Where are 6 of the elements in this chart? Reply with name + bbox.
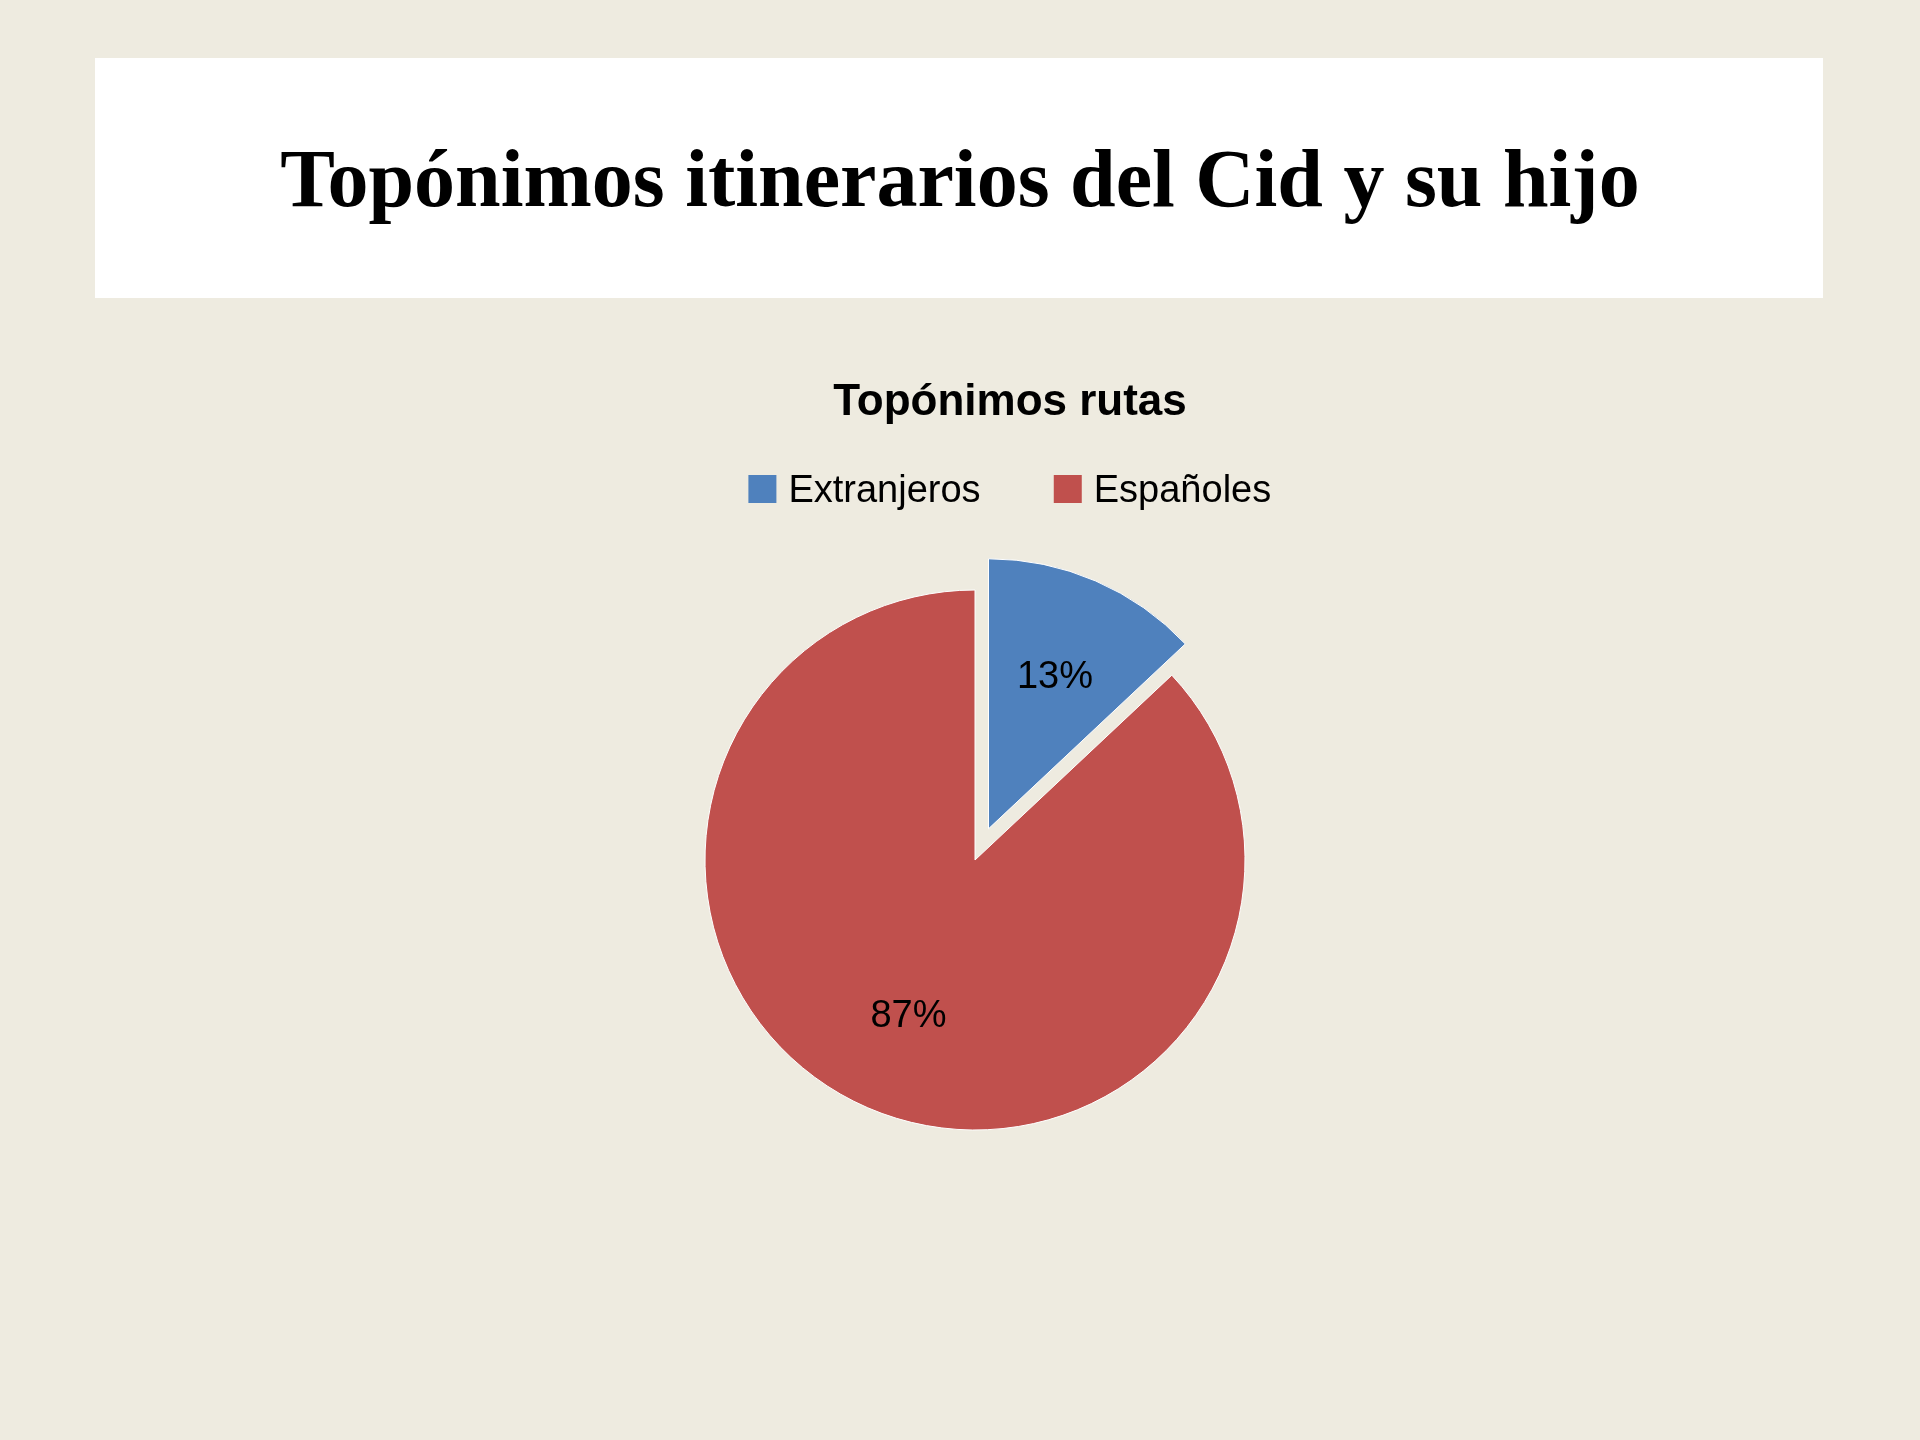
legend-label: Extranjeros	[788, 468, 981, 510]
data-label: 87%	[870, 992, 947, 1035]
chart-subtitle: Topónimos rutas	[833, 374, 1187, 424]
data-label: 13%	[1016, 654, 1094, 697]
chart-title: Topónimos itinerarios del Cid y su hijo	[280, 132, 1640, 224]
legend-label: Españoles	[1093, 468, 1272, 510]
